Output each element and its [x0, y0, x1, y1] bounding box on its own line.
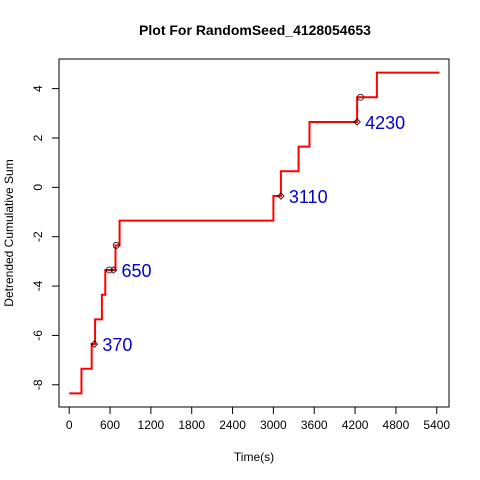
annotation-layer: 370 650 3110 4230 [102, 113, 405, 355]
diamond-marker [109, 266, 118, 274]
y-tick-label: 4 [31, 85, 45, 92]
x-axis: 0 600 1200 1800 2400 3000 3600 4200 4800 5400 [66, 406, 450, 432]
y-tick-label: -4 [31, 280, 45, 291]
x-tick-label: 4800 [383, 418, 410, 432]
x-tick-label: 3000 [260, 418, 287, 432]
y-axis: -8 -6 -4 -2 0 2 4 [31, 85, 60, 390]
x-tick-label: 2400 [219, 418, 246, 432]
y-tick-label: 2 [31, 134, 45, 141]
y-tick-label: -2 [31, 231, 45, 242]
chart-title: Plot For RandomSeed_4128054653 [139, 22, 371, 38]
y-tick-label: -8 [31, 379, 45, 390]
series-line [69, 71, 440, 395]
circle-marker [357, 93, 364, 101]
diamond-marker [90, 340, 99, 348]
x-axis-label: Time(s) [234, 450, 274, 464]
circle-marker [105, 266, 113, 274]
x-tick-label: 3600 [301, 418, 328, 432]
circle-marker [112, 241, 120, 249]
x-tick-label: 1800 [178, 418, 205, 432]
x-tick-label: 4200 [342, 418, 369, 432]
diamond-marker [277, 192, 285, 200]
diamond-marker [353, 118, 361, 126]
x-tick-label: 0 [66, 418, 73, 432]
y-tick-label: -6 [31, 330, 45, 341]
x-tick-label: 600 [100, 418, 120, 432]
marker-layer [90, 93, 364, 348]
annotation-label: 3110 [289, 187, 328, 207]
annotation-label: 4230 [365, 113, 405, 133]
y-tick-label: 0 [31, 184, 45, 191]
y-axis-label: Detrended Cumulative Sum [2, 159, 16, 306]
annotation-label: 370 [102, 335, 132, 355]
x-tick-label: 5400 [423, 418, 450, 432]
x-tick-label: 1200 [138, 418, 165, 432]
annotation-label: 650 [121, 261, 151, 281]
series-layer [69, 71, 440, 395]
